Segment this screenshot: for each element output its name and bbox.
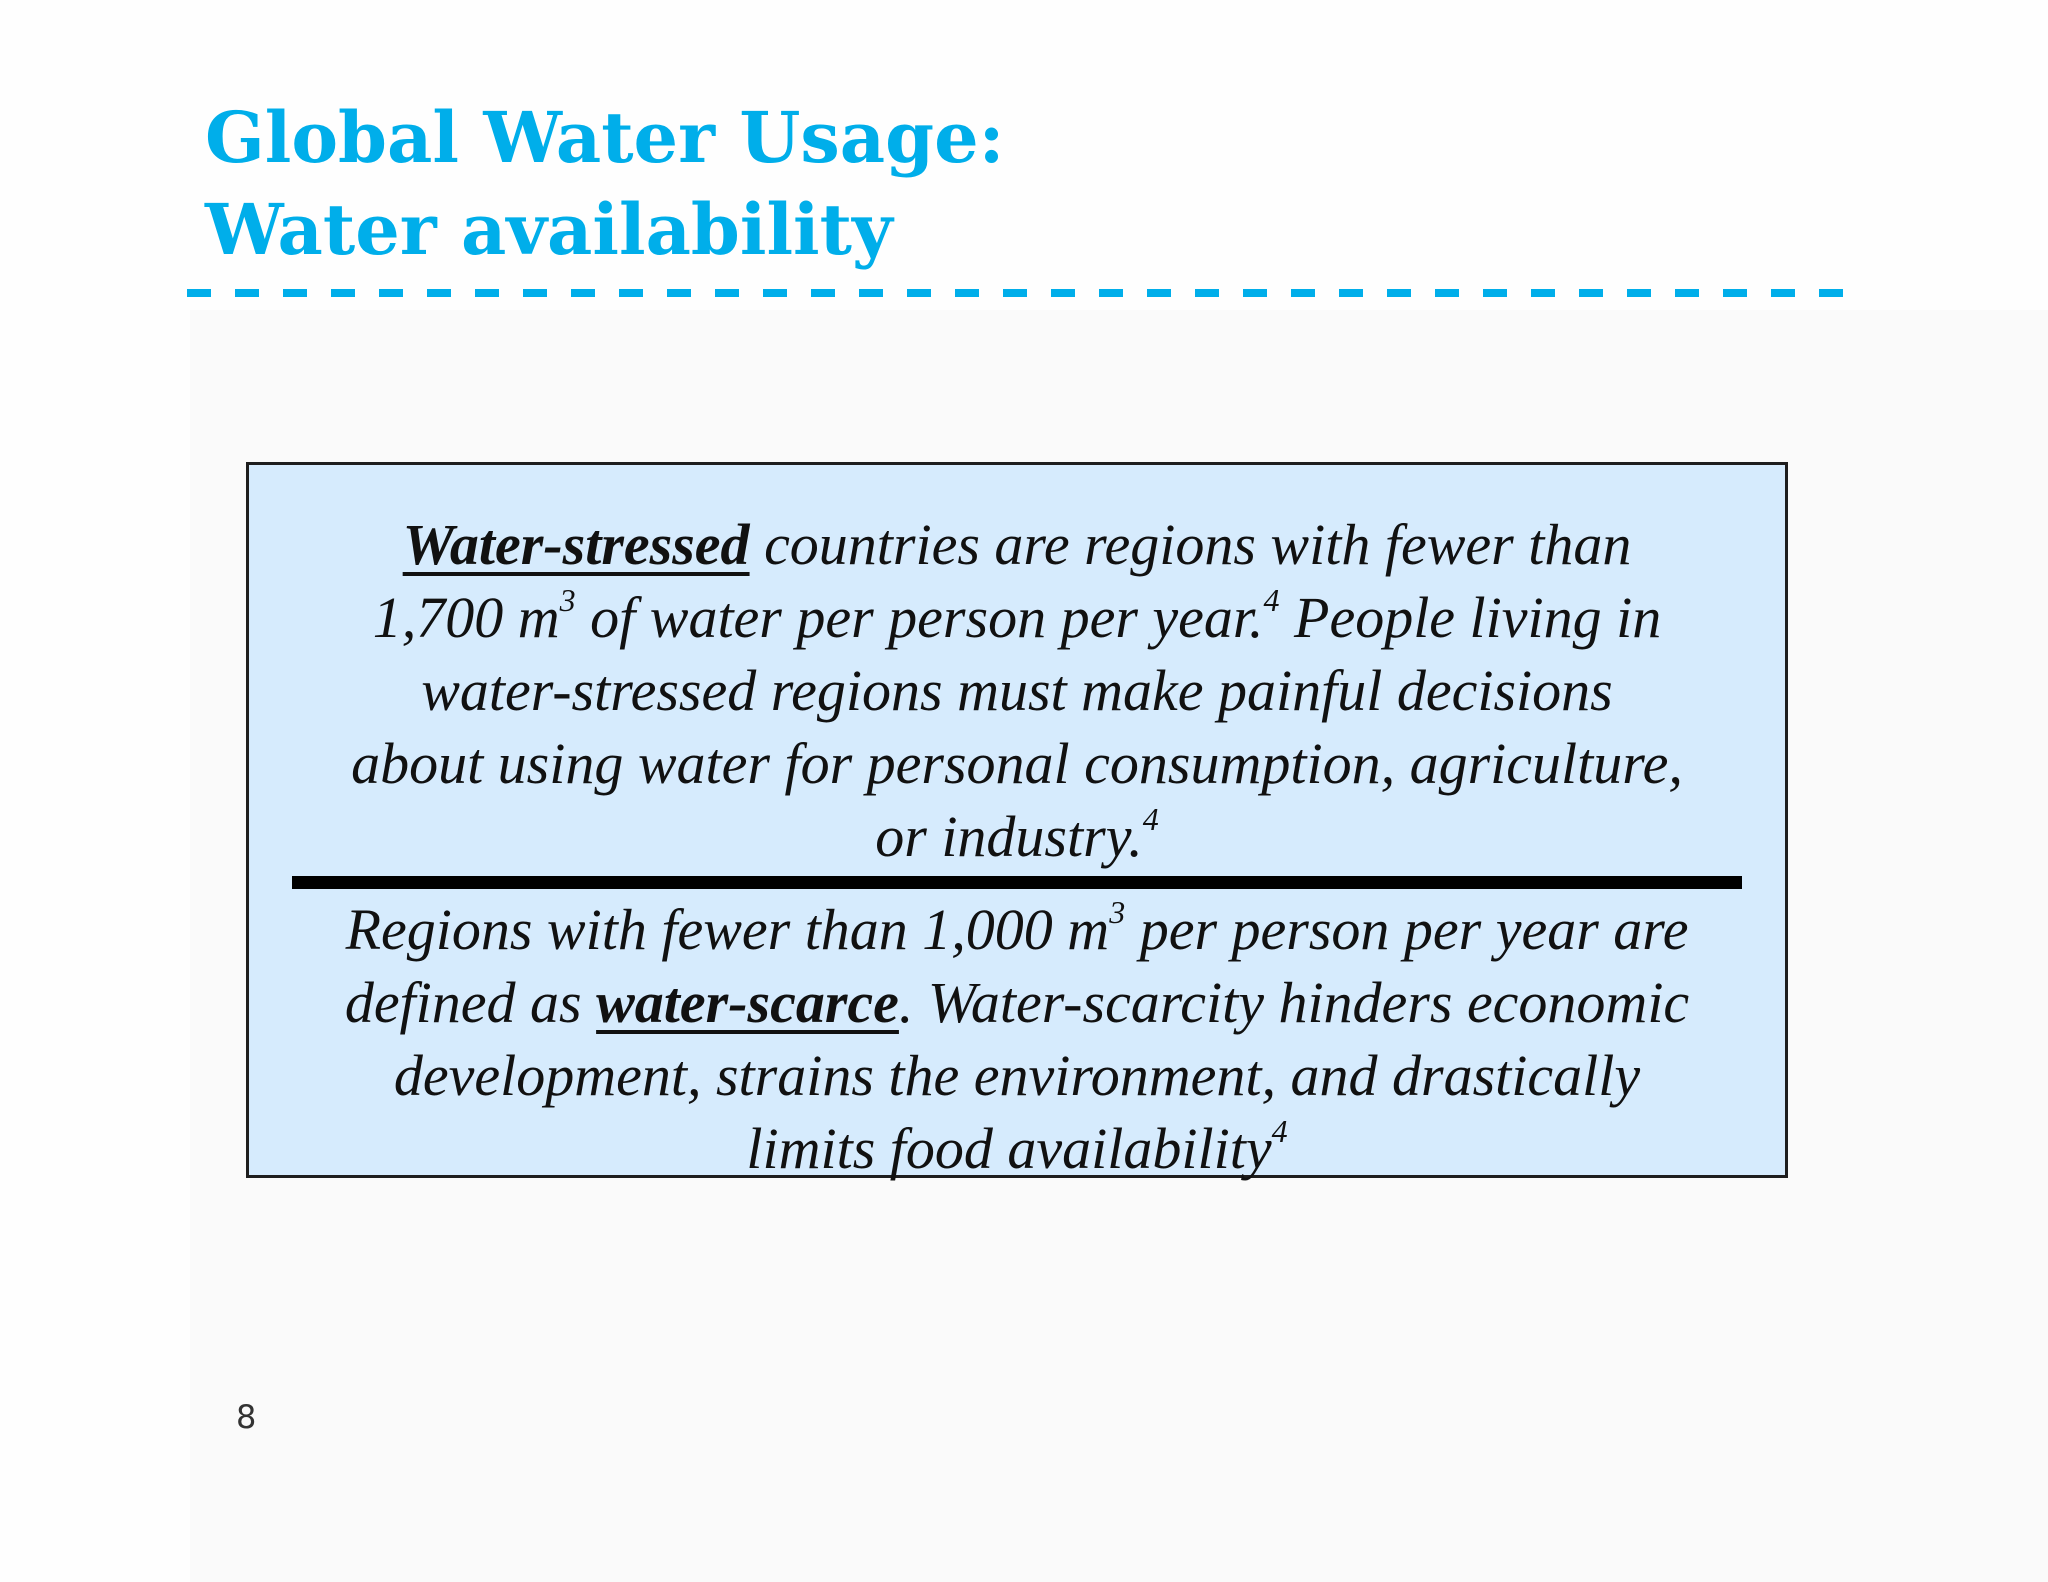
scarce-line-4-text: limits food availability — [746, 1116, 1272, 1181]
citation-reference: 4 — [1142, 801, 1159, 837]
slide-title: Global Water Usage: Water availability — [205, 92, 1004, 276]
stressed-line-4: about using water for personal consumpti… — [351, 731, 1683, 796]
stressed-amount-text: 1,700 m — [372, 585, 560, 650]
citation-reference: 4 — [1263, 582, 1280, 618]
stressed-line-1-text: countries are regions with fewer than — [764, 512, 1632, 577]
citation-reference: 4 — [1271, 1113, 1288, 1149]
stressed-line-1: Water-stressed countries are regions wit… — [249, 508, 1785, 581]
water-stressed-term: Water-stressed — [402, 512, 750, 577]
callout-section-divider — [292, 876, 1742, 889]
scarce-line-3: development, strains the environment, an… — [393, 1043, 1641, 1108]
scarce-line-2-tail: . Water-scarcity hinders economic — [898, 970, 1690, 1035]
stressed-line-3: water-stressed regions must make painful… — [421, 658, 1613, 723]
scarce-line-1: Regions with fewer than 1,000 m3 per per… — [249, 893, 1785, 966]
scarce-line-1-text: Regions with fewer than 1,000 m — [345, 897, 1110, 962]
water-scarce-paragraph: Regions with fewer than 1,000 m3 per per… — [249, 893, 1785, 1185]
cubic-exponent: 3 — [1109, 894, 1126, 930]
stressed-line-2-tail: People living in — [1294, 585, 1662, 650]
stressed-line-2: 1,700 m3 of water per person per year.4 … — [249, 581, 1785, 654]
stressed-line-5: or industry.4 — [249, 800, 1785, 873]
stressed-line-5-text: or industry. — [875, 804, 1143, 869]
page-number: 8 — [236, 1398, 257, 1436]
cubic-exponent: 3 — [559, 582, 576, 618]
definition-callout-box: Water-stressed countries are regions wit… — [246, 462, 1788, 1181]
water-stressed-paragraph: Water-stressed countries are regions wit… — [249, 508, 1785, 873]
scarce-line-2: defined as water-scarce. Water-scarcity … — [249, 966, 1785, 1039]
stressed-line-2-text: of water per person per year. — [590, 585, 1264, 650]
water-scarce-term: water-scarce — [596, 970, 899, 1035]
scarce-line-4: limits food availability4 — [249, 1112, 1785, 1185]
scarce-line-2-text: defined as — [344, 970, 582, 1035]
title-dashed-divider — [187, 289, 1847, 297]
title-line-1: Global Water Usage: — [205, 96, 1005, 179]
scarce-line-1-tail: per person per year are — [1139, 897, 1689, 962]
title-line-2: Water availability — [205, 188, 893, 271]
